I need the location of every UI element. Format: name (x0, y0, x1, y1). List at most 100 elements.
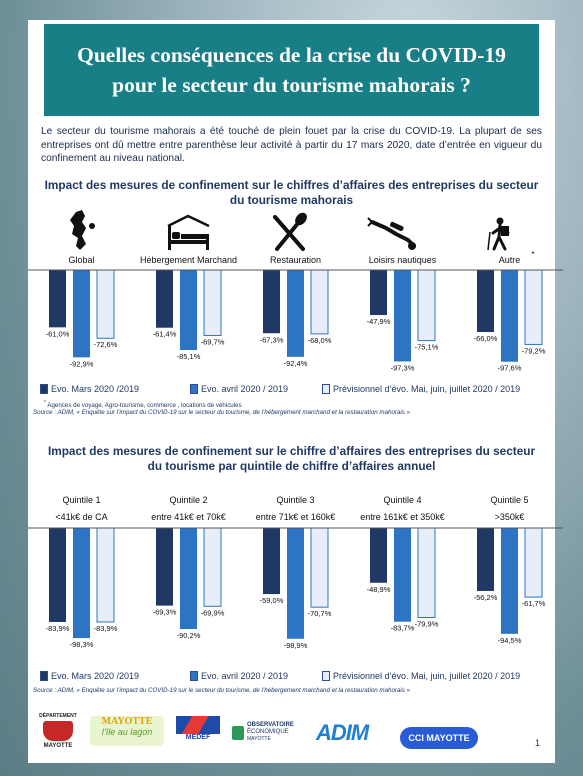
intro-paragraph: Le secteur du tourisme mahorais a été to… (41, 126, 542, 164)
tourism-logo-main: MAYOTTE (101, 716, 153, 727)
category-label: Global (68, 255, 94, 265)
bar-series-3 (524, 527, 543, 598)
chart1-plot: Global -61,0% -92,9% -72,6% Hébergement Marc… (28, 250, 563, 373)
data-label: -75,1% (415, 343, 439, 352)
data-label: -97,6% (498, 364, 522, 373)
bar-series-3 (417, 269, 436, 342)
observatoire-logo: OBSERVATOIRE ÉCONOMIQUE MAYOTTE (232, 722, 308, 743)
chart2-plot: Quintile 1 <41k€ de CA -83,9%-98,3%-83,9% Q… (28, 495, 563, 650)
data-label: -79,9% (415, 619, 439, 628)
page-number: 1 (535, 738, 541, 748)
bar-series-1 (49, 528, 66, 622)
legend-label: Prévisionnel d’évo. Mai, juin, juillet 2… (333, 384, 521, 394)
coat-of-arms-icon (43, 721, 73, 741)
page-title-box: Quelles conséquences de la crise du COVI… (44, 24, 539, 116)
data-label: -59,0% (260, 596, 284, 605)
diver-icon (367, 217, 416, 250)
chart2-legend-item-3: Prévisionnel d’évo. Mai, juin, juillet 2… (322, 671, 520, 681)
bar-series-2 (287, 528, 304, 639)
data-label: -70,7% (308, 609, 332, 618)
category-label: Autre (499, 255, 521, 265)
subcategory-label: entre 41k€ et 70k€ (151, 512, 226, 522)
data-label: -98,3% (70, 640, 94, 649)
cci-logo: CCI MAYOTTE (400, 727, 478, 749)
chart1-legend-item-1: Evo. Mars 2020 /2019 (40, 384, 139, 394)
subcategory-label: >350k€ (495, 512, 525, 522)
bar-series-3 (310, 269, 329, 335)
bar-series-3 (203, 269, 222, 337)
bar-series-1 (370, 528, 387, 583)
cci-logo-text: CCI MAYOTTE (408, 733, 470, 743)
bar-series-2 (501, 270, 518, 362)
chart1-source: Source : ADIM, « Enquête sur l’impact du… (33, 409, 411, 416)
data-label: -98,9% (284, 641, 308, 650)
mayotte-map-icon (70, 210, 95, 250)
data-label: -56,2% (474, 593, 498, 602)
bar-series-3 (96, 527, 115, 623)
legend-swatch-series1 (40, 671, 48, 681)
data-label: -61,4% (153, 330, 177, 339)
data-label: -69,7% (201, 338, 225, 347)
medef-logo-text: MEDEF (185, 734, 211, 741)
bar-series-2 (287, 270, 304, 357)
chart1-legend-item-3: Prévisionnel d’évo. Mai, juin, juillet 2… (322, 384, 520, 394)
bar-series-2 (501, 528, 518, 634)
bar-series-3 (203, 527, 222, 607)
content-card (28, 20, 555, 763)
data-label: -83,7% (391, 624, 415, 633)
hiker-icon (487, 217, 510, 251)
legend-swatch-series3 (322, 384, 330, 394)
category-footnote-mark: * (532, 250, 535, 259)
bar-series-1 (477, 270, 494, 333)
chart1-legend-item-2: Evo. avril 2020 / 2019 (190, 384, 288, 394)
page-title: Quelles conséquences de la crise du COVI… (77, 43, 506, 97)
bar-series-2 (394, 270, 411, 362)
bar-series-2 (394, 528, 411, 622)
bar-series-1 (370, 270, 387, 316)
legend-swatch-series3 (322, 671, 330, 681)
legend-swatch-series2 (190, 384, 198, 394)
chart1-footnote: * Agences de voyage, Agro-tourisme, comm… (44, 400, 242, 410)
subcategory-label: entre 161k€ et 350k€ (360, 512, 445, 522)
data-label: -61,7% (522, 599, 546, 608)
data-label: -90,2% (177, 631, 201, 640)
data-label: -83,9% (46, 624, 70, 633)
data-label: -94,5% (498, 636, 522, 645)
bar-series-1 (477, 528, 494, 591)
data-label: -67,3% (260, 335, 284, 344)
bar-series-1 (263, 528, 280, 595)
data-label: -97,3% (391, 363, 415, 372)
departement-logo-bottom: MAYOTTE (43, 743, 73, 749)
bed-icon (167, 214, 210, 250)
bar-series-3 (310, 527, 329, 608)
legend-label: Evo. avril 2020 / 2019 (201, 671, 289, 681)
data-label: -92,4% (284, 359, 308, 368)
category-label: Quintile 4 (383, 495, 421, 505)
legend-label: Evo. Mars 2020 /2019 (51, 384, 140, 394)
adim-logo: ADIM (316, 720, 369, 745)
chart2-title: Impact des mesures de confinement sur le… (47, 444, 536, 473)
data-label: -69,3% (153, 608, 177, 617)
bar-series-2 (73, 270, 90, 358)
category-label: Quintile 2 (169, 495, 207, 505)
bar-series-2 (180, 270, 197, 350)
data-label: -79,2% (522, 346, 546, 355)
data-label: -48,9% (367, 585, 391, 594)
legend-swatch-series2 (190, 671, 198, 681)
legend-label: Evo. Mars 2020 /2019 (51, 671, 140, 681)
bar-series-1 (263, 270, 280, 334)
category-label: Restauration (270, 255, 321, 265)
data-label: -69,9% (201, 608, 225, 617)
bar-series-1 (49, 270, 66, 328)
observatoire-line-2: ÉCONOMIQUE (247, 729, 289, 735)
data-label: -92,9% (70, 359, 94, 368)
chart2-legend-item-2: Evo. avril 2020 / 2019 (190, 671, 288, 681)
medef-mark-icon (176, 716, 220, 734)
bar-series-1 (156, 270, 173, 328)
category-label: Quintile 3 (276, 495, 314, 505)
bar-series-2 (73, 528, 90, 639)
tourism-logo: MAYOTTE l’île au lagon (90, 716, 164, 746)
observatoire-line-3: MAYOTTE (247, 736, 271, 742)
legend-label: Evo. avril 2020 / 2019 (201, 384, 289, 394)
